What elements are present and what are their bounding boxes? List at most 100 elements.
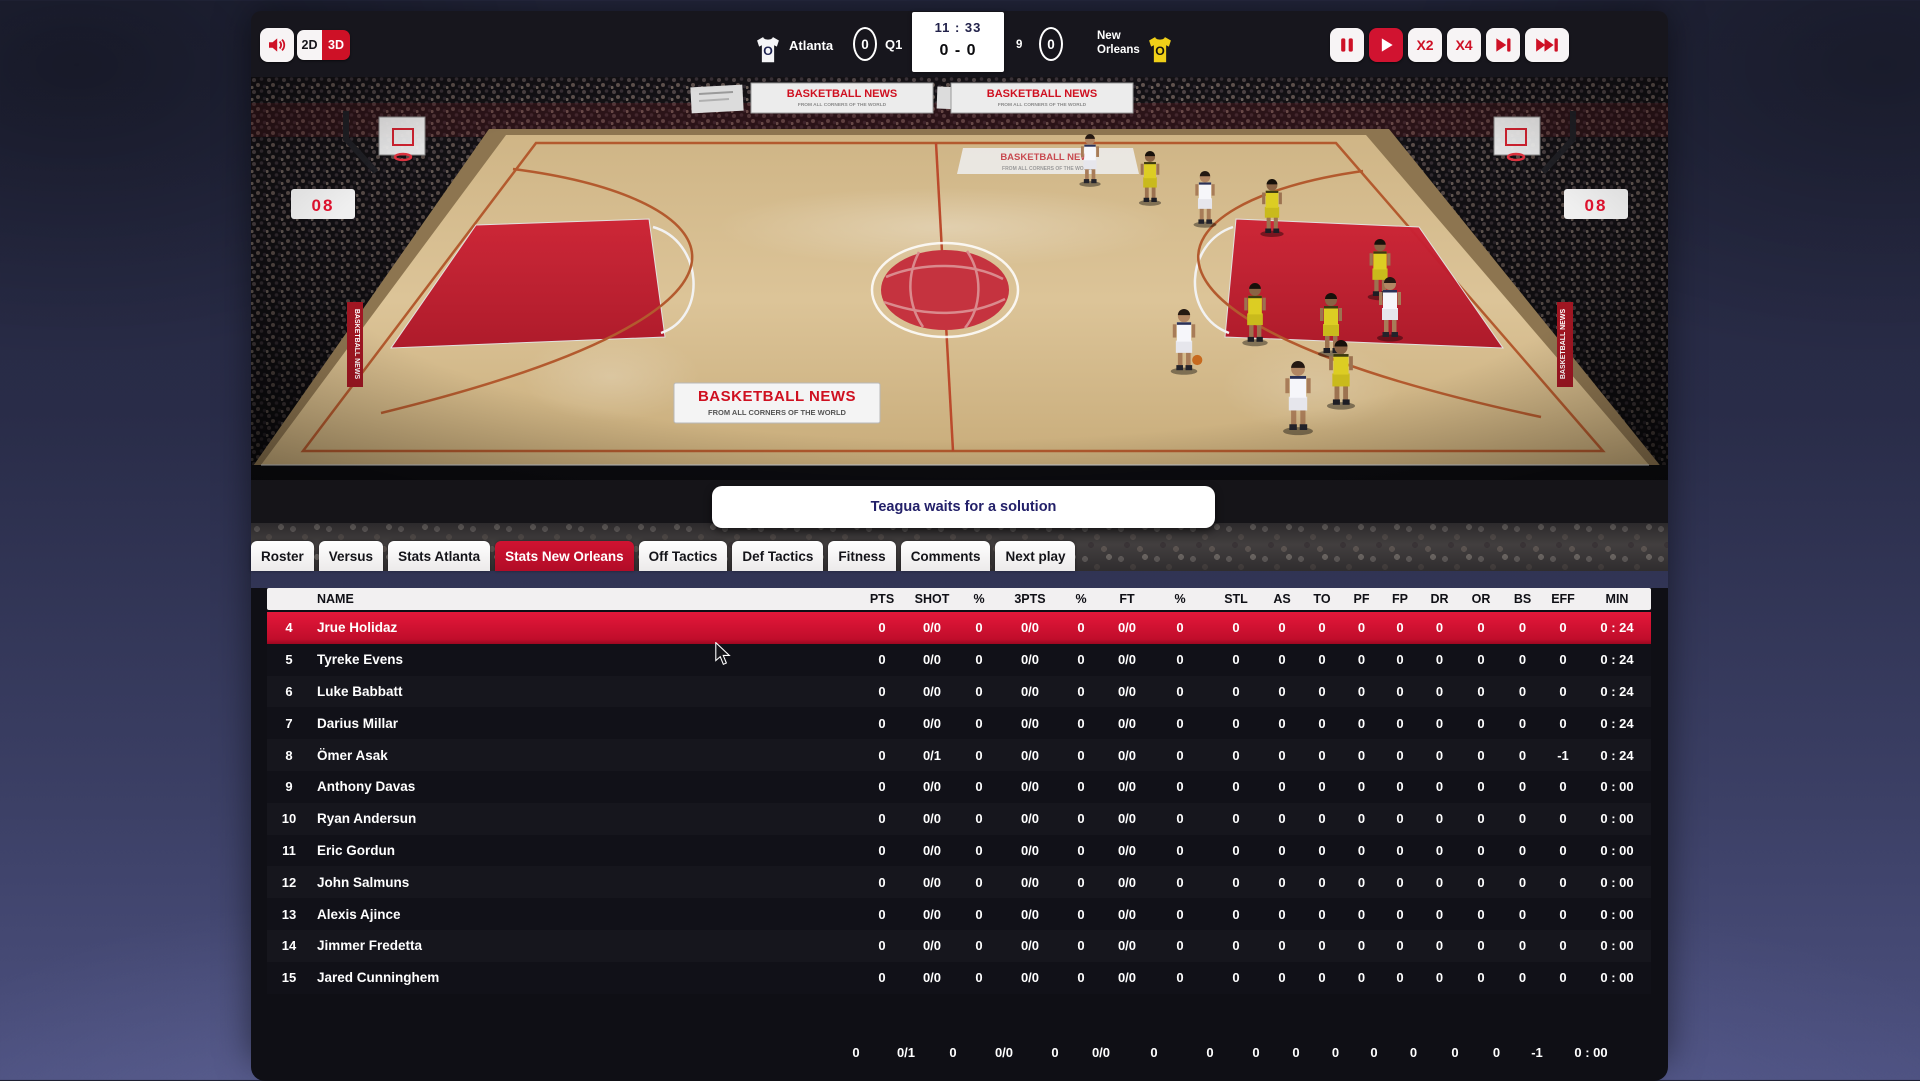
view-2d-button[interactable]: 2D: [297, 30, 322, 60]
stat-value: 0: [1559, 683, 1567, 699]
tab-next-play[interactable]: Next play: [995, 541, 1076, 571]
stat-value: 0: [1232, 779, 1240, 795]
stat-value: 0: [1357, 970, 1366, 986]
tab-stats-new-orleans[interactable]: Stats New Orleans: [495, 541, 634, 571]
stat-value: 0: [1232, 683, 1240, 699]
stat-value: 0: [1396, 747, 1404, 763]
stat-value: 0: [1232, 906, 1240, 922]
speaker-icon: [266, 34, 288, 56]
player-number: 5: [285, 652, 293, 668]
stat-value: 0/0: [922, 620, 942, 636]
total-value: 0: [1150, 1045, 1158, 1060]
stats-rows: 4 Jrue Holidaz 0 0/0 0 0/0 0 0/0 0 0 0 0 0 0 0 0 0 0 0 : 2…: [267, 612, 1651, 994]
stat-value: 0 : 00: [1600, 811, 1634, 827]
stat-value: 0: [1278, 620, 1286, 636]
tab-versus[interactable]: Versus: [318, 541, 384, 571]
stat-value: 0/0: [922, 938, 942, 954]
stat-value: 0: [878, 842, 886, 858]
tab-comments[interactable]: Comments: [900, 541, 991, 571]
stat-value: 0/0: [1117, 938, 1137, 954]
stat-value: 0: [1477, 779, 1485, 795]
player-row[interactable]: 5 Tyreke Evens 0 0/0 0 0/0 0 0/0 0 0 0 0 0 0 0 0 0 0 0 : 2…: [267, 643, 1651, 676]
tab-def-tactics[interactable]: Def Tactics: [732, 541, 824, 571]
tab-off-tactics[interactable]: Off Tactics: [638, 541, 728, 571]
stat-value: 0: [1278, 779, 1286, 795]
stat-value: 0: [1318, 747, 1326, 763]
stat-value: 0: [975, 874, 983, 890]
player-row[interactable]: 4 Jrue Holidaz 0 0/0 0 0/0 0 0/0 0 0 0 0 0 0 0 0 0 0 0 : 2…: [267, 612, 1651, 644]
player-number: 14: [281, 938, 297, 954]
stat-value: 0: [1176, 842, 1184, 858]
stat-value: 0/1: [922, 747, 942, 763]
stat-value: 0: [1176, 620, 1184, 636]
skip-to-end-button[interactable]: [1525, 28, 1569, 62]
player-row[interactable]: 6 Luke Babbatt 0 0/0 0 0/0 0 0/0 0 0 0 0 0 0 0 0 0 0 0 : 2…: [267, 675, 1651, 708]
stat-value: 0: [1357, 715, 1366, 731]
stat-value: 0/0: [922, 970, 942, 986]
player-number: 12: [281, 874, 297, 890]
view-3d-button[interactable]: 3D: [322, 30, 350, 60]
sound-button[interactable]: [260, 28, 294, 62]
player-row[interactable]: 14 Jimmer Fredetta 0 0/0 0 0/0 0 0/0 0 0 0 0 0 0 0 0 0 0 0…: [267, 929, 1651, 962]
speed-x4-button[interactable]: X4: [1447, 28, 1481, 62]
total-value: 0: [852, 1045, 860, 1060]
stat-value: 0: [1435, 906, 1444, 922]
stat-value: 0: [1077, 874, 1085, 890]
pause-button[interactable]: [1330, 28, 1364, 62]
speed-x2-button[interactable]: X2: [1408, 28, 1442, 62]
stat-value: 0: [1518, 779, 1527, 795]
stat-value: 0: [975, 779, 983, 795]
col-header-shot: SHOT: [914, 592, 950, 606]
stat-value: 0 : 24: [1600, 715, 1634, 731]
stat-value: 0: [1435, 938, 1444, 954]
col-header-3pts: 3PTS: [1014, 592, 1046, 606]
player-number: 9: [285, 779, 293, 795]
player-row[interactable]: 8 Ömer Asak 0 0/1 0 0/0 0 0/0 0 0 0 0 0 0 0 0 0 -1 0 : 24: [267, 739, 1651, 771]
stat-value: 0: [1278, 683, 1286, 699]
stat-value: 0: [1477, 906, 1485, 922]
stat-value: 0: [1318, 779, 1326, 795]
player-row[interactable]: 13 Alexis Ajince 0 0/0 0 0/0 0 0/0 0 0 0 0 0 0 0 0 0 0 0 :…: [267, 898, 1651, 930]
skip-next-button[interactable]: [1486, 28, 1520, 62]
stat-value: 0: [975, 652, 983, 668]
stat-value: 0: [975, 715, 983, 731]
player-row[interactable]: 7 Darius Millar 0 0/0 0 0/0 0 0/0 0 0 0 0 0 0 0 0 0 0 0 : …: [267, 707, 1651, 740]
game-clock: 11 : 33: [934, 20, 982, 35]
stat-value: 0: [975, 747, 983, 763]
player-name: Tyreke Evens: [317, 652, 404, 668]
stat-value: 0: [1077, 715, 1085, 731]
player-number: 6: [285, 683, 293, 699]
tab-stats-atlanta[interactable]: Stats Atlanta: [388, 541, 491, 571]
total-value: 0: [1451, 1045, 1459, 1060]
stat-value: 0: [1278, 842, 1286, 858]
player-row[interactable]: 15 Jared Cunninghem 0 0/0 0 0/0 0 0/0 0 0 0 0 0 0 0 0 0 0…: [267, 961, 1651, 994]
stat-value: 0/0: [1117, 842, 1137, 858]
player-number: 10: [281, 811, 297, 827]
total-value: 0: [1051, 1045, 1059, 1060]
col-header-dr: DR: [1430, 592, 1449, 606]
stat-value: 0: [1357, 874, 1366, 890]
tab-roster[interactable]: Roster: [251, 541, 314, 571]
stat-value: 0: [1232, 747, 1240, 763]
col-header-pts: PTS: [869, 592, 895, 606]
stat-value: 0/0: [1117, 811, 1137, 827]
player-row[interactable]: 12 John Salmuns 0 0/0 0 0/0 0 0/0 0 0 0 0 0 0 0 0 0 0 0 : …: [267, 866, 1651, 899]
player-name: Jared Cunninghem: [317, 970, 440, 986]
stat-value: 0: [878, 811, 886, 827]
stat-value: 0: [1477, 970, 1485, 986]
stat-value: 0: [1518, 906, 1527, 922]
stat-value: 0: [1518, 652, 1527, 668]
play-button[interactable]: [1369, 28, 1403, 62]
stat-value: 0: [1176, 652, 1184, 668]
player-row[interactable]: 10 Ryan Andersun 0 0/0 0 0/0 0 0/0 0 0 0 0 0 0 0 0 0 0 0 :…: [267, 802, 1651, 835]
player-row[interactable]: 11 Eric Gordun 0 0/0 0 0/0 0 0/0 0 0 0 0 0 0 0 0 0 0 0 : 0…: [267, 834, 1651, 867]
stat-value: 0/0: [1117, 970, 1137, 986]
svg-text:O: O: [763, 44, 773, 58]
col-header-name: NAME: [317, 592, 354, 606]
total-value: 0: [1370, 1045, 1378, 1060]
stat-value: 0: [1318, 842, 1326, 858]
player-row[interactable]: 9 Anthony Davas 0 0/0 0 0/0 0 0/0 0 0 0 0 0 0 0 0 0 0 0 : …: [267, 770, 1651, 803]
stat-value: 0/0: [922, 715, 942, 731]
stat-value: 0: [1518, 874, 1527, 890]
tab-fitness[interactable]: Fitness: [828, 541, 896, 571]
